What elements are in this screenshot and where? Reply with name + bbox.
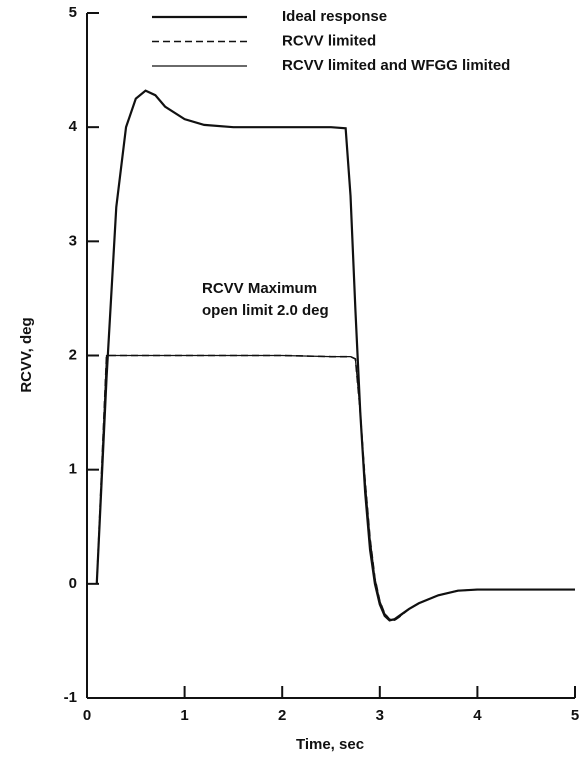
legend-label: Ideal response xyxy=(282,8,387,25)
y-tick-label: 3 xyxy=(69,232,77,249)
annotation: open limit 2.0 deg xyxy=(202,302,329,319)
y-tick-label: 1 xyxy=(69,461,77,478)
x-tick-label: 0 xyxy=(83,707,91,724)
y-tick-label: -1 xyxy=(64,689,77,706)
y-tick-label: 4 xyxy=(69,118,78,135)
series-line xyxy=(96,354,575,622)
y-tick-label: 0 xyxy=(69,575,77,592)
x-tick-label: 1 xyxy=(180,707,188,724)
x-tick-label: 2 xyxy=(278,707,286,724)
legend-label: RCVV limited and WFGG limited xyxy=(282,57,510,74)
x-tick-label: 5 xyxy=(571,707,579,724)
x-axis-label: Time, sec xyxy=(296,736,364,753)
y-tick-label: 2 xyxy=(69,346,77,363)
legend-label: RCVV limited xyxy=(282,32,376,49)
annotation: RCVV Maximum xyxy=(202,280,317,297)
series-line xyxy=(95,354,575,622)
y-axis-label: RCVV, deg xyxy=(18,317,35,392)
x-tick-label: 4 xyxy=(473,707,482,724)
y-tick-label: 5 xyxy=(69,4,77,21)
x-tick-label: 3 xyxy=(376,707,384,724)
